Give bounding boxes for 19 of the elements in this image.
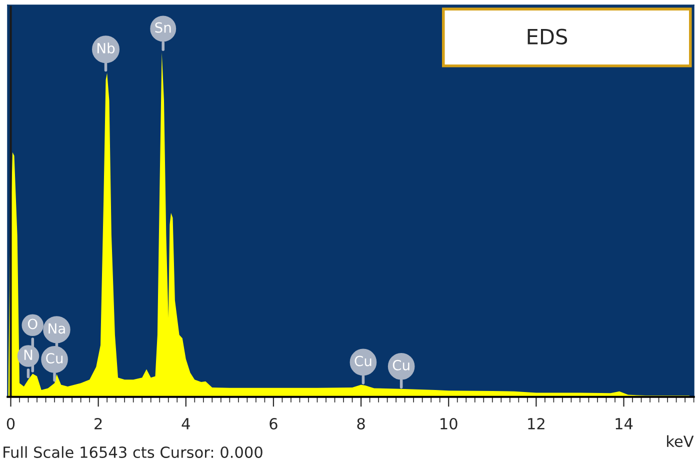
x-tick-label: 12 [528,418,544,430]
x-tick-label: 0 [6,418,15,430]
annotation: Na [48,323,65,334]
annotation: O [28,318,38,330]
annotation: Sn [155,22,171,33]
annotation: Cu [392,360,410,370]
x-tick-label: 10 [440,418,458,430]
x-tick-label: 14 [616,418,633,430]
annotation: Cu [46,352,63,364]
text: EDS [528,28,568,44]
x-tick-label: 8 [357,418,365,430]
x-tick-label: 4 [182,418,190,430]
x-tick-label: 2 [94,418,102,430]
text: Full Scale 16543 cts Cursor: 0.000 [4,446,262,458]
annotation: Cu [354,356,372,366]
x-axis-title: keV [667,435,694,448]
x-tick-label: 6 [270,418,278,430]
annotation: Nb [98,42,115,54]
annotation: N [24,350,32,360]
